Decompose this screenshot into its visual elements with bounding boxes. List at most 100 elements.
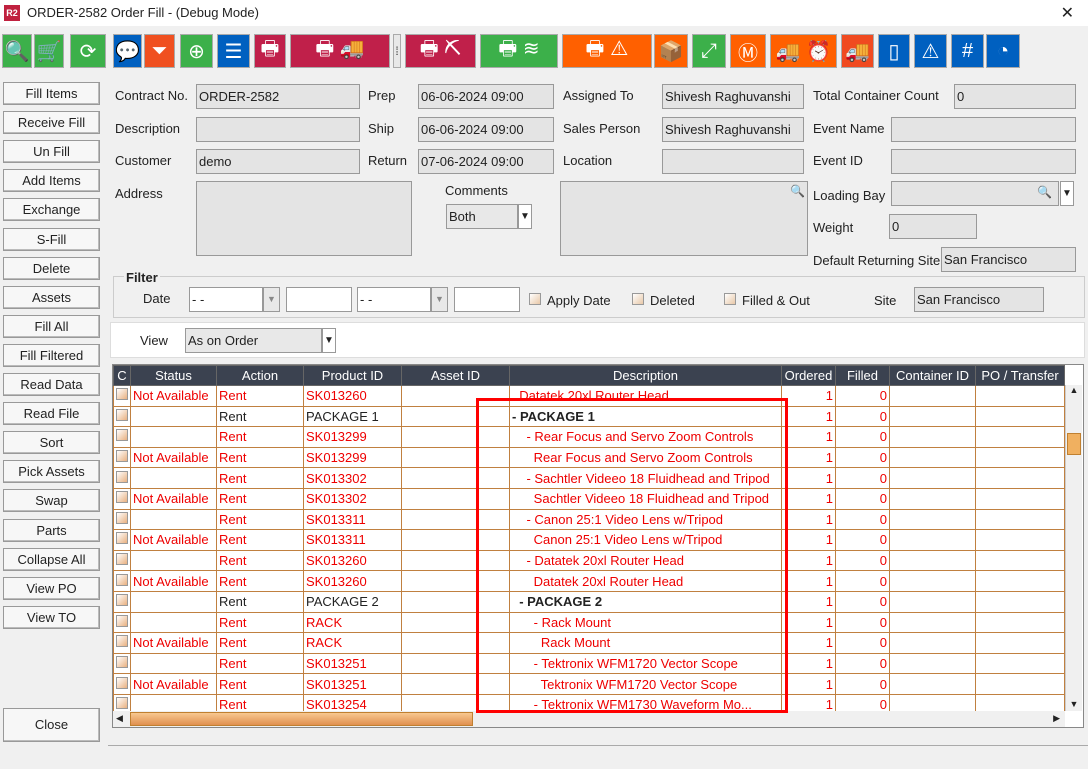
sidebar-button-collapse-all[interactable]: Collapse All [3, 547, 100, 571]
table-row[interactable]: Not Available Rent RACK Rack Mount 1 0 [113, 632, 1065, 654]
cell-action[interactable]: Rent [216, 405, 304, 428]
cell-product-id[interactable]: RACK [303, 632, 402, 654]
cell-container-id[interactable] [889, 549, 976, 572]
cell-container-id[interactable] [889, 385, 976, 407]
sidebar-button-exchange[interactable]: Exchange [3, 198, 100, 222]
cell-product-id[interactable]: SK013260 [303, 549, 402, 572]
column-header[interactable]: C [113, 365, 131, 386]
cell-product-id[interactable]: PACKAGE 2 [303, 590, 402, 613]
time-to-field[interactable] [454, 287, 520, 312]
cell-filled[interactable]: 0 [835, 590, 890, 613]
sidebar-button-receive-fill[interactable]: Receive Fill [3, 111, 100, 135]
sales-person-field[interactable]: Shivesh Raghuvanshi [662, 117, 804, 142]
scroll-right-icon[interactable]: ▶ [1053, 713, 1060, 723]
checkbox[interactable] [116, 635, 128, 648]
checkbox[interactable] [116, 656, 128, 669]
column-header[interactable]: Action [216, 365, 304, 386]
cell-status[interactable]: Not Available [130, 446, 217, 469]
cell-container-id[interactable] [889, 508, 976, 531]
cell-filled[interactable]: 0 [835, 467, 890, 489]
cell-product-id[interactable]: SK013311 [303, 529, 402, 551]
cell-product-id[interactable]: SK013302 [303, 487, 402, 510]
cell-status[interactable] [130, 611, 217, 634]
cell-filled[interactable]: 0 [835, 570, 890, 592]
gauge-button[interactable]: ◔ [986, 34, 1020, 68]
close-window-button[interactable]: ✕ [1060, 5, 1074, 22]
cell-filled[interactable]: 0 [835, 487, 890, 510]
event-id-field[interactable] [891, 149, 1076, 174]
sidebar-button-s-fill[interactable]: S-Fill [3, 227, 100, 251]
chevron-down-icon[interactable]: ▼ [518, 204, 532, 229]
chevron-down-icon[interactable]: ▼ [263, 287, 280, 312]
cell-ordered[interactable]: 1 [781, 570, 836, 592]
sidebar-button-view-po[interactable]: View PO [3, 576, 100, 600]
refresh-button[interactable]: ⟳ [70, 34, 106, 68]
cell-status[interactable]: Not Available [130, 487, 217, 510]
cell-po-transfer[interactable] [975, 446, 1065, 469]
cell-filled[interactable]: 0 [835, 529, 890, 551]
sidebar-button-fill-all[interactable]: Fill All [3, 314, 100, 338]
chevron-down-icon[interactable]: ▼ [1060, 181, 1074, 206]
cell-po-transfer[interactable] [975, 652, 1065, 675]
row-checkbox[interactable] [113, 529, 131, 551]
comment-button[interactable]: 💬 [113, 34, 142, 68]
checkbox[interactable] [116, 532, 128, 545]
cell-action[interactable]: Rent [216, 570, 304, 592]
sidebar-button-read-data[interactable]: Read Data [3, 373, 100, 396]
column-header[interactable]: Description [509, 365, 782, 386]
sidebar-button-pick-assets[interactable]: Pick Assets [3, 460, 100, 484]
row-checkbox[interactable] [113, 632, 131, 654]
cell-status[interactable] [130, 549, 217, 572]
comments-textarea[interactable] [560, 181, 808, 256]
search-icon[interactable]: 🔍 [790, 184, 805, 198]
checkbox[interactable] [116, 553, 128, 566]
cell-po-transfer[interactable] [975, 467, 1065, 489]
cell-po-transfer[interactable] [975, 549, 1065, 572]
zoom-in-button[interactable]: ⊕ [180, 34, 213, 68]
view-select[interactable]: As on Order [185, 328, 322, 353]
location-field[interactable] [662, 149, 804, 174]
cell-po-transfer[interactable] [975, 673, 1065, 695]
cell-status[interactable]: Not Available [130, 673, 217, 695]
cell-ordered[interactable]: 1 [781, 632, 836, 654]
checkbox[interactable] [116, 450, 128, 463]
table-row[interactable]: Rent SK013311 - Canon 25:1 Video Lens w/T… [113, 508, 1065, 531]
checkbox[interactable] [116, 614, 128, 627]
sidebar-button-view-to[interactable]: View TO [3, 605, 100, 629]
list-button[interactable]: ☰ [217, 34, 250, 68]
cell-container-id[interactable] [889, 590, 976, 613]
hash-button[interactable]: # [951, 34, 984, 68]
cell-description[interactable]: - PACKAGE 1 [509, 405, 782, 428]
row-checkbox[interactable] [113, 652, 131, 675]
truck-clock-button[interactable]: 🚚 ⏰ [770, 34, 837, 68]
cell-product-id[interactable]: SK013251 [303, 673, 402, 695]
cell-po-transfer[interactable] [975, 529, 1065, 551]
print-bucket-button[interactable]: 🖶 ⛏ [405, 34, 476, 68]
cell-product-id[interactable]: PACKAGE 1 [303, 405, 402, 428]
column-header[interactable]: Product ID [303, 365, 402, 386]
comments-select[interactable]: Both [446, 204, 518, 229]
cell-description[interactable]: - Sachtler Videeo 18 Fluidhead and Tripo… [509, 467, 782, 489]
cell-status[interactable]: Not Available [130, 529, 217, 551]
cell-status[interactable] [130, 652, 217, 675]
event-name-field[interactable] [891, 117, 1076, 142]
horizontal-scrollbar[interactable]: ◀ ▶ [113, 711, 1065, 727]
cell-ordered[interactable]: 1 [781, 508, 836, 531]
print-truck-button[interactable]: 🖶 🚚 [290, 34, 390, 68]
column-header[interactable]: Status [130, 365, 217, 386]
cell-action[interactable]: Rent [216, 673, 304, 695]
cell-action[interactable]: Rent [216, 693, 304, 716]
row-checkbox[interactable] [113, 467, 131, 489]
checkbox[interactable] [116, 470, 128, 483]
cell-product-id[interactable]: SK013302 [303, 467, 402, 489]
default-site-field[interactable]: San Francisco [941, 247, 1076, 272]
cell-description[interactable]: - PACKAGE 2 [509, 590, 782, 613]
deleted-checkbox[interactable] [632, 293, 644, 305]
cell-status[interactable]: Not Available [130, 385, 217, 407]
checkbox[interactable] [116, 388, 128, 401]
cell-po-transfer[interactable] [975, 590, 1065, 613]
table-row[interactable]: Not Available Rent SK013302 Sachtler Videe… [113, 487, 1065, 510]
row-checkbox[interactable] [113, 487, 131, 510]
cell-product-id[interactable]: SK013299 [303, 446, 402, 469]
column-header[interactable]: Container ID [889, 365, 976, 386]
